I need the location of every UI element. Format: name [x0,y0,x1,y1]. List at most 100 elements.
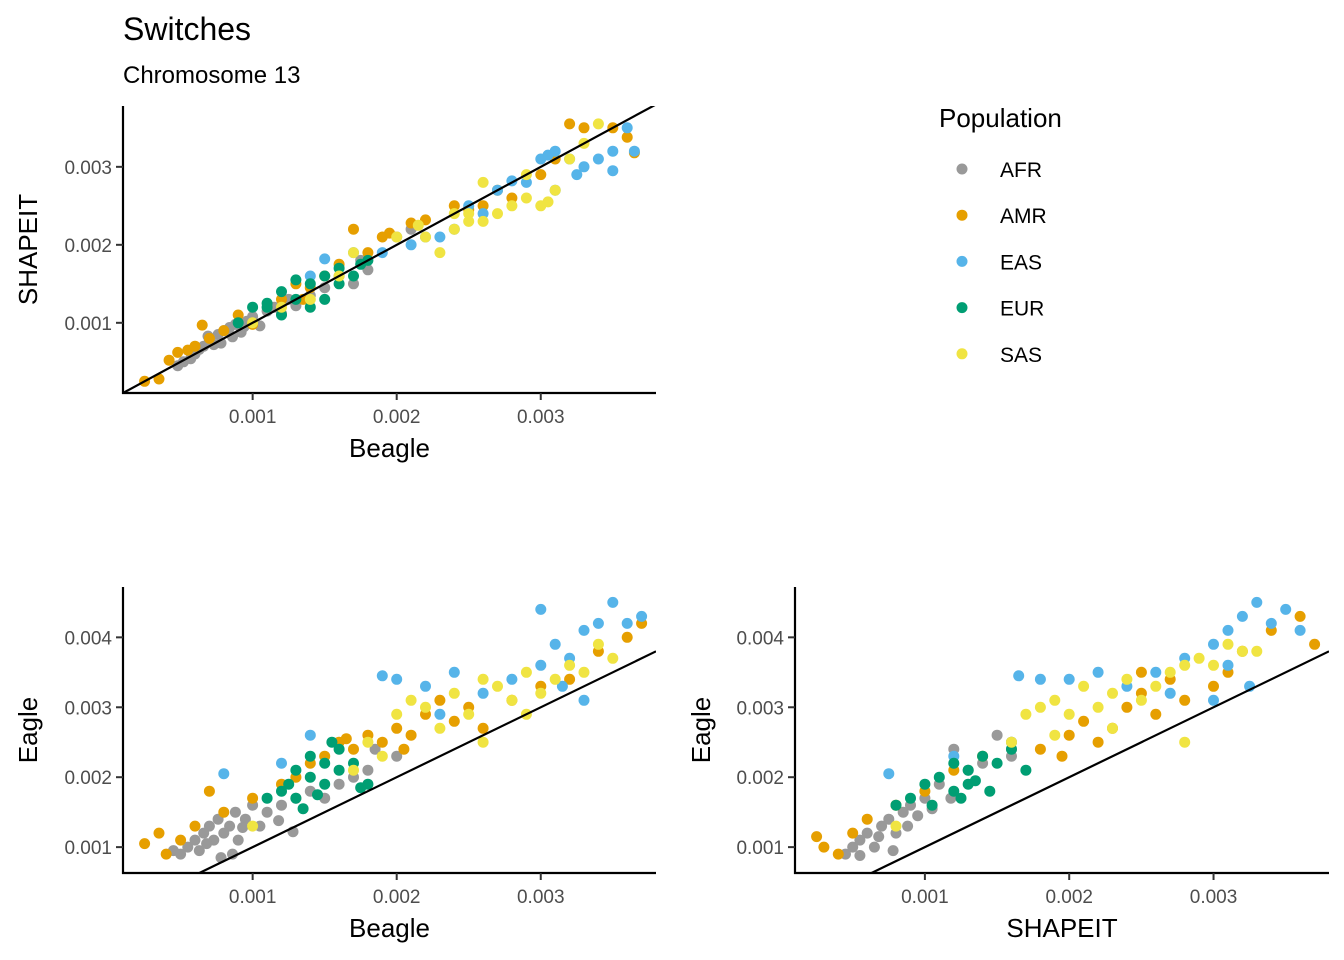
legend-key-afr [956,163,968,175]
point-afr [227,848,238,860]
point-afr [261,806,273,818]
point-eur [304,301,316,313]
point-afr [861,827,873,839]
point-amr [348,223,359,235]
point-afr [203,820,215,832]
y-tick-label: 0.001 [64,838,112,859]
point-sas [1107,722,1118,734]
point-afr [189,834,201,846]
point-sas [391,231,403,243]
point-eas [319,253,331,265]
point-eas [420,680,431,692]
legend-key-amr [956,209,968,221]
point-afr [854,850,866,861]
point-eur [890,799,902,811]
point-sas [592,118,604,130]
y-tick-label: 0.002 [64,236,112,257]
point-amr [564,118,576,130]
point-eas [592,153,604,165]
x-tick-label: 0.002 [373,887,421,908]
point-amr [232,309,244,321]
point-eur [355,782,367,794]
y-tick-label: 0.004 [64,628,112,649]
legend-key-eur [956,302,968,314]
point-amr [172,346,184,358]
point-sas [607,652,619,664]
point-sas [1121,673,1133,685]
point-eur [290,274,302,286]
point-amr [218,806,230,818]
legend-key-sas [956,348,968,360]
point-sas [348,764,359,776]
point-afr [362,764,374,776]
point-sas [1006,736,1017,748]
x-tick-label: 0.003 [517,887,565,908]
point-amr [818,841,830,853]
point-eur [1020,764,1032,776]
x-axis-title: Beagle [349,433,430,463]
x-axis-title: SHAPEIT [1006,913,1117,943]
point-eas [1208,638,1219,650]
population-legend: Population AFR AMR EAS EUR SAS [939,103,1062,367]
point-sas [549,673,561,685]
point-sas [1049,694,1061,706]
point-eas [1251,596,1263,608]
point-amr [1034,743,1046,755]
point-eur [948,785,960,797]
point-eur [297,803,309,815]
point-eur [333,764,345,776]
point-amr [340,733,352,745]
point-eas [218,768,230,780]
point-eas [1164,687,1176,699]
point-amr [1135,666,1147,678]
point-sas [1078,680,1090,692]
point-amr [477,200,489,212]
point-sas [1135,694,1147,706]
point-sas [1092,701,1104,713]
point-sas [492,208,503,220]
point-amr [218,325,230,337]
point-eur [290,792,302,804]
point-eas [391,673,403,685]
point-eas [883,768,895,780]
point-eur [319,293,331,305]
point-afr [273,815,285,827]
point-eas [592,617,604,629]
legend-label-afr: AFR [1000,159,1042,182]
point-eur [991,757,1003,769]
point-amr [153,373,165,385]
x-axis-title: Beagle [349,913,430,943]
point-afr [232,834,244,846]
x-tick-label: 0.003 [517,407,565,428]
point-sas [890,820,902,832]
point-sas [520,192,532,204]
point-sas [1063,708,1075,720]
point-eas [1063,673,1075,685]
point-eur [319,757,331,769]
point-eas [578,624,590,636]
scatter-beagle-vs-shapeit: 0.001 0.002 0.003 0.001 0.002 0.003 Beagle SHAP… [13,106,656,463]
point-eur [283,778,295,790]
point-eur [933,771,945,783]
point-sas [1020,708,1032,720]
point-sas [463,708,475,720]
legend-label-eas: EAS [1000,251,1042,274]
point-sas [477,673,489,685]
point-eas [549,638,561,650]
point-afr [887,845,899,857]
point-eas [434,708,446,720]
point-amr [477,722,489,734]
point-sas [564,153,576,165]
point-eur [948,757,960,769]
point-eur [926,799,938,811]
point-eur [348,270,359,282]
point-sas [1179,659,1191,671]
point-afr [876,820,888,832]
point-eas [535,659,547,671]
point-eas [448,666,460,678]
legend-label-eur: EUR [1000,298,1044,321]
scatter-shapeit-vs-eagle: 0.001 0.002 0.003 0.001 0.002 0.003 0.004 SHAPE… [686,587,1329,943]
point-amr [203,785,215,797]
point-amr [621,131,633,143]
point-sas [535,687,547,699]
